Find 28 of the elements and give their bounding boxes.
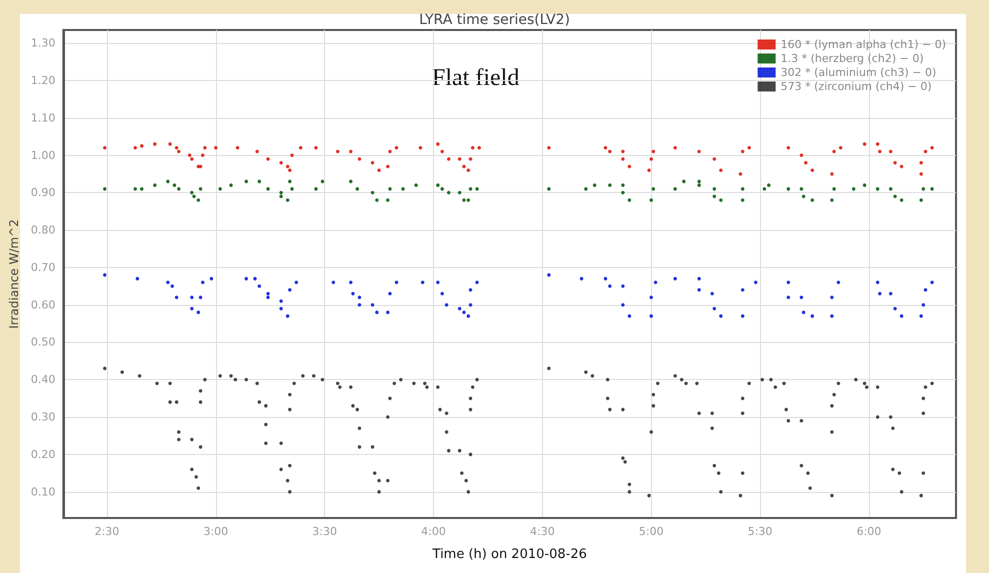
- x-tick-label: 5:00: [638, 525, 664, 538]
- y-axis-title: Irradiance W/m^2: [7, 219, 21, 329]
- legend-label: 160 * (lyman alpha (ch1) − 0): [780, 38, 946, 51]
- y-tick-label: 1.20: [30, 74, 56, 87]
- y-tick-label: 0.20: [30, 448, 56, 461]
- x-tick-label: 5:30: [748, 525, 772, 538]
- legend-label: 1.3 * (herzberg (ch2) − 0): [780, 52, 924, 65]
- x-tick-label: 3:30: [312, 525, 337, 538]
- legend-label: 302 * (aluminium (ch3) − 0): [780, 66, 936, 79]
- y-tick-label: 1.30: [30, 36, 56, 50]
- x-tick-label: 2:30: [94, 525, 120, 538]
- x-tick-label: 4:00: [421, 525, 446, 538]
- x-tick-label: 3:00: [203, 525, 228, 538]
- y-tick-label: 0.90: [30, 186, 56, 200]
- y-tick-label: 0.60: [30, 298, 56, 312]
- x-axis-title: Time (h) on 2010-08-26: [432, 547, 587, 562]
- x-tick-label: 4:30: [530, 525, 555, 538]
- y-tick-label: 0.10: [30, 485, 56, 498]
- y-tick-label: 0.70: [30, 260, 56, 274]
- chart-title: LYRA time series(LV2): [419, 12, 570, 28]
- y-tick-label: 1.00: [30, 148, 56, 162]
- legend-label: 573 * (zirconium (ch4) − 0): [780, 80, 932, 93]
- y-tick-label: 0.40: [30, 373, 56, 386]
- y-tick-label: 0.50: [30, 336, 56, 349]
- y-tick-label: 0.30: [30, 410, 56, 424]
- x-tick-label: 6:00: [856, 525, 882, 538]
- y-tick-label: 0.80: [30, 224, 56, 237]
- y-tick-label: 1.10: [30, 111, 56, 124]
